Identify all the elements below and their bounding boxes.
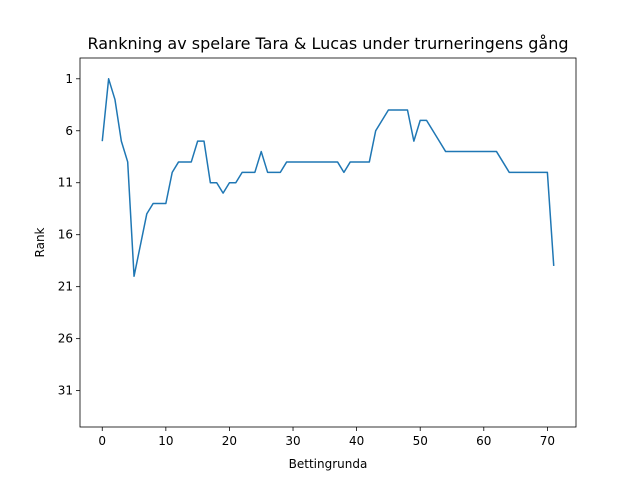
y-tick-label: 6 (65, 124, 73, 138)
y-tick-label: 26 (58, 332, 73, 346)
y-tick-label: 16 (58, 228, 73, 242)
x-tick-label: 10 (158, 434, 173, 448)
y-tick-label: 31 (58, 384, 73, 398)
x-tick-label: 0 (98, 434, 106, 448)
x-tick-label: 20 (222, 434, 237, 448)
x-tick-label: 50 (413, 434, 428, 448)
x-tick-label: 30 (285, 434, 300, 448)
x-axis-label: Bettingrunda (289, 457, 368, 471)
plot-frame (79, 57, 577, 428)
x-tick-label: 70 (540, 434, 555, 448)
x-tick-label: 60 (476, 434, 491, 448)
series-line (101, 78, 555, 278)
y-tick-label: 11 (58, 176, 73, 190)
plot-area (80, 58, 576, 427)
y-axis-label: Rank (33, 227, 47, 257)
x-tick-label: 40 (349, 434, 364, 448)
y-tick-label: 21 (58, 280, 73, 294)
chart-title: Rankning av spelare Tara & Lucas under t… (87, 34, 568, 53)
y-tick-label: 1 (65, 72, 73, 86)
